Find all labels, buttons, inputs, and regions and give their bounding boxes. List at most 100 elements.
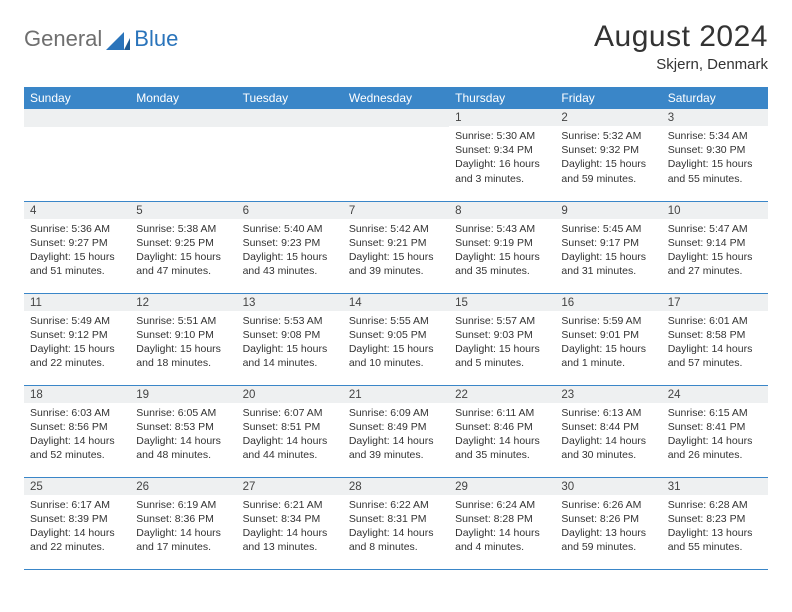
sunset-text: Sunset: 8:34 PM <box>243 512 337 526</box>
sunset-text: Sunset: 8:44 PM <box>561 420 655 434</box>
sunset-text: Sunset: 8:26 PM <box>561 512 655 526</box>
sunset-text: Sunset: 8:36 PM <box>136 512 230 526</box>
sunset-text: Sunset: 9:34 PM <box>455 143 549 157</box>
sunset-text: Sunset: 8:56 PM <box>30 420 124 434</box>
daylight-text: Daylight: 14 hours and 39 minutes. <box>349 434 443 462</box>
sunrise-text: Sunrise: 6:22 AM <box>349 498 443 512</box>
title-block: August 2024 Skjern, Denmark <box>594 20 768 73</box>
sunset-text: Sunset: 9:01 PM <box>561 328 655 342</box>
daylight-text: Daylight: 15 hours and 18 minutes. <box>136 342 230 370</box>
weekday-header: Thursday <box>449 87 555 109</box>
calendar-cell: 24Sunrise: 6:15 AMSunset: 8:41 PMDayligh… <box>662 385 768 477</box>
daylight-text: Daylight: 14 hours and 13 minutes. <box>243 526 337 554</box>
sunrise-text: Sunrise: 6:05 AM <box>136 406 230 420</box>
calendar-cell: 31Sunrise: 6:28 AMSunset: 8:23 PMDayligh… <box>662 477 768 569</box>
day-number: 13 <box>237 294 343 311</box>
calendar-cell: 10Sunrise: 5:47 AMSunset: 9:14 PMDayligh… <box>662 201 768 293</box>
day-number: 19 <box>130 386 236 403</box>
daylight-text: Daylight: 15 hours and 22 minutes. <box>30 342 124 370</box>
sunset-text: Sunset: 8:39 PM <box>30 512 124 526</box>
sunset-text: Sunset: 8:46 PM <box>455 420 549 434</box>
calendar-cell: 6Sunrise: 5:40 AMSunset: 9:23 PMDaylight… <box>237 201 343 293</box>
day-number: 15 <box>449 294 555 311</box>
day-content: Sunrise: 6:26 AMSunset: 8:26 PMDaylight:… <box>555 495 661 559</box>
day-content: Sunrise: 5:43 AMSunset: 9:19 PMDaylight:… <box>449 219 555 283</box>
daylight-text: Daylight: 14 hours and 48 minutes. <box>136 434 230 462</box>
sunrise-text: Sunrise: 5:34 AM <box>668 129 762 143</box>
daylight-text: Daylight: 14 hours and 52 minutes. <box>30 434 124 462</box>
daylight-text: Daylight: 15 hours and 59 minutes. <box>561 157 655 185</box>
sunset-text: Sunset: 9:12 PM <box>30 328 124 342</box>
calendar-cell: 25Sunrise: 6:17 AMSunset: 8:39 PMDayligh… <box>24 477 130 569</box>
sunset-text: Sunset: 9:23 PM <box>243 236 337 250</box>
sunrise-text: Sunrise: 5:57 AM <box>455 314 549 328</box>
calendar-cell <box>343 109 449 201</box>
day-number: 20 <box>237 386 343 403</box>
day-content: Sunrise: 5:45 AMSunset: 9:17 PMDaylight:… <box>555 219 661 283</box>
page-title: August 2024 <box>594 20 768 54</box>
day-content <box>24 127 130 187</box>
day-number: 26 <box>130 478 236 495</box>
daylight-text: Daylight: 14 hours and 35 minutes. <box>455 434 549 462</box>
sunset-text: Sunset: 9:30 PM <box>668 143 762 157</box>
day-content: Sunrise: 5:47 AMSunset: 9:14 PMDaylight:… <box>662 219 768 283</box>
calendar-cell: 1Sunrise: 5:30 AMSunset: 9:34 PMDaylight… <box>449 109 555 201</box>
day-number: 12 <box>130 294 236 311</box>
sunset-text: Sunset: 8:23 PM <box>668 512 762 526</box>
day-number-row <box>237 109 343 127</box>
sunset-text: Sunset: 9:19 PM <box>455 236 549 250</box>
logo: General Blue <box>24 26 178 52</box>
day-number: 14 <box>343 294 449 311</box>
day-number-row <box>130 109 236 127</box>
sunrise-text: Sunrise: 5:38 AM <box>136 222 230 236</box>
daylight-text: Daylight: 14 hours and 4 minutes. <box>455 526 549 554</box>
day-content: Sunrise: 6:17 AMSunset: 8:39 PMDaylight:… <box>24 495 130 559</box>
sunset-text: Sunset: 8:28 PM <box>455 512 549 526</box>
day-number: 1 <box>449 109 555 126</box>
sunrise-text: Sunrise: 6:17 AM <box>30 498 124 512</box>
day-content: Sunrise: 6:07 AMSunset: 8:51 PMDaylight:… <box>237 403 343 467</box>
sunrise-text: Sunrise: 5:51 AM <box>136 314 230 328</box>
day-number-row <box>24 109 130 127</box>
day-content <box>343 127 449 187</box>
calendar-cell: 23Sunrise: 6:13 AMSunset: 8:44 PMDayligh… <box>555 385 661 477</box>
day-number-row <box>343 109 449 127</box>
day-number: 9 <box>555 202 661 219</box>
day-content: Sunrise: 5:55 AMSunset: 9:05 PMDaylight:… <box>343 311 449 375</box>
day-number: 2 <box>555 109 661 126</box>
calendar-cell <box>130 109 236 201</box>
day-content: Sunrise: 5:30 AMSunset: 9:34 PMDaylight:… <box>449 126 555 190</box>
daylight-text: Daylight: 15 hours and 5 minutes. <box>455 342 549 370</box>
calendar-cell: 17Sunrise: 6:01 AMSunset: 8:58 PMDayligh… <box>662 293 768 385</box>
header: General Blue August 2024 Skjern, Denmark <box>24 20 768 73</box>
calendar-body: 1Sunrise: 5:30 AMSunset: 9:34 PMDaylight… <box>24 109 768 569</box>
daylight-text: Daylight: 15 hours and 10 minutes. <box>349 342 443 370</box>
calendar-cell: 5Sunrise: 5:38 AMSunset: 9:25 PMDaylight… <box>130 201 236 293</box>
sunset-text: Sunset: 9:27 PM <box>30 236 124 250</box>
day-number: 25 <box>24 478 130 495</box>
day-content: Sunrise: 6:22 AMSunset: 8:31 PMDaylight:… <box>343 495 449 559</box>
calendar-cell: 12Sunrise: 5:51 AMSunset: 9:10 PMDayligh… <box>130 293 236 385</box>
sunset-text: Sunset: 9:03 PM <box>455 328 549 342</box>
day-number: 24 <box>662 386 768 403</box>
day-content: Sunrise: 6:01 AMSunset: 8:58 PMDaylight:… <box>662 311 768 375</box>
daylight-text: Daylight: 15 hours and 47 minutes. <box>136 250 230 278</box>
day-content: Sunrise: 5:34 AMSunset: 9:30 PMDaylight:… <box>662 126 768 190</box>
day-content: Sunrise: 5:38 AMSunset: 9:25 PMDaylight:… <box>130 219 236 283</box>
day-number: 27 <box>237 478 343 495</box>
day-number: 22 <box>449 386 555 403</box>
sunset-text: Sunset: 9:32 PM <box>561 143 655 157</box>
sunrise-text: Sunrise: 6:28 AM <box>668 498 762 512</box>
daylight-text: Daylight: 14 hours and 57 minutes. <box>668 342 762 370</box>
day-number: 4 <box>24 202 130 219</box>
day-content: Sunrise: 5:36 AMSunset: 9:27 PMDaylight:… <box>24 219 130 283</box>
day-content: Sunrise: 5:51 AMSunset: 9:10 PMDaylight:… <box>130 311 236 375</box>
logo-text-general: General <box>24 26 102 52</box>
weekday-header: Sunday <box>24 87 130 109</box>
day-content: Sunrise: 5:57 AMSunset: 9:03 PMDaylight:… <box>449 311 555 375</box>
daylight-text: Daylight: 15 hours and 35 minutes. <box>455 250 549 278</box>
sunrise-text: Sunrise: 5:30 AM <box>455 129 549 143</box>
sunset-text: Sunset: 9:21 PM <box>349 236 443 250</box>
day-number: 30 <box>555 478 661 495</box>
sunrise-text: Sunrise: 5:49 AM <box>30 314 124 328</box>
